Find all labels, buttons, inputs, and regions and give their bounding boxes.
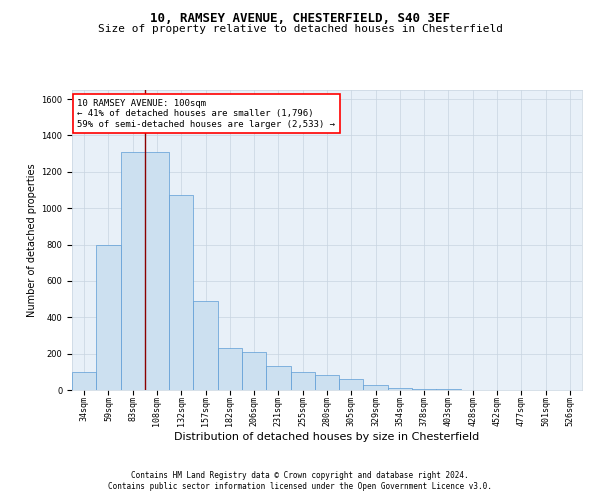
Text: 10 RAMSEY AVENUE: 100sqm
← 41% of detached houses are smaller (1,796)
59% of sem: 10 RAMSEY AVENUE: 100sqm ← 41% of detach… xyxy=(77,99,335,129)
Bar xyxy=(218,348,242,390)
Bar xyxy=(169,196,193,390)
Bar xyxy=(266,366,290,390)
Bar xyxy=(364,386,388,390)
Bar xyxy=(145,152,169,390)
Text: Size of property relative to detached houses in Chesterfield: Size of property relative to detached ho… xyxy=(97,24,503,34)
Text: 10, RAMSEY AVENUE, CHESTERFIELD, S40 3EF: 10, RAMSEY AVENUE, CHESTERFIELD, S40 3EF xyxy=(150,12,450,26)
Bar xyxy=(315,376,339,390)
Text: Contains public sector information licensed under the Open Government Licence v3: Contains public sector information licen… xyxy=(108,482,492,491)
Bar xyxy=(339,379,364,390)
Bar xyxy=(96,244,121,390)
Bar xyxy=(436,389,461,390)
Bar xyxy=(388,388,412,390)
Bar xyxy=(290,372,315,390)
Text: Contains HM Land Registry data © Crown copyright and database right 2024.: Contains HM Land Registry data © Crown c… xyxy=(131,471,469,480)
Bar xyxy=(72,372,96,390)
X-axis label: Distribution of detached houses by size in Chesterfield: Distribution of detached houses by size … xyxy=(175,432,479,442)
Bar xyxy=(121,152,145,390)
Bar xyxy=(242,352,266,390)
Y-axis label: Number of detached properties: Number of detached properties xyxy=(27,163,37,317)
Bar xyxy=(193,301,218,390)
Bar xyxy=(412,389,436,390)
